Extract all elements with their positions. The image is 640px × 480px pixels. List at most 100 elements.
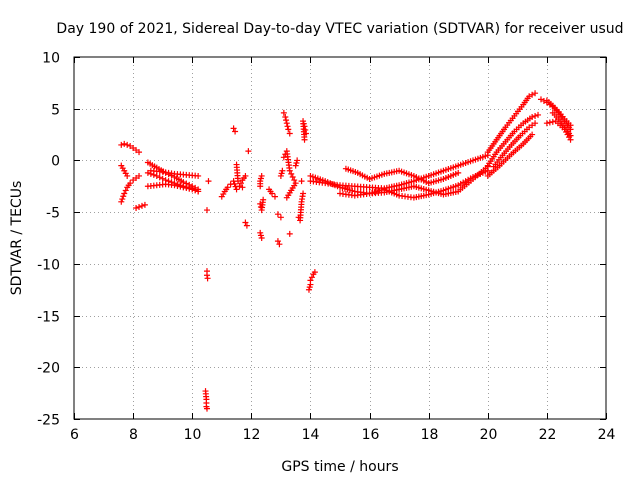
- data-point: [192, 187, 199, 194]
- data-point: [245, 148, 252, 155]
- y-tick-label: -25: [37, 413, 60, 429]
- data-point: [286, 130, 293, 137]
- data-point: [286, 167, 293, 174]
- data-point: [549, 118, 556, 125]
- y-tick-label: 10: [42, 51, 60, 67]
- data-point: [239, 184, 246, 191]
- data-point: [283, 120, 290, 127]
- data-point: [138, 202, 145, 209]
- data-point: [121, 190, 128, 197]
- data-point: [124, 172, 131, 179]
- x-axis-label: GPS time / hours: [281, 459, 398, 475]
- data-point: [298, 178, 305, 185]
- data-point: [122, 187, 129, 194]
- data-point: [288, 170, 295, 177]
- y-tick-label: 5: [51, 103, 60, 119]
- data-point: [258, 235, 265, 241]
- data-points: [118, 90, 574, 412]
- x-tick-label: 6: [70, 427, 79, 443]
- x-tick-label: 18: [421, 427, 439, 443]
- data-point: [118, 198, 125, 205]
- data-point: [159, 175, 166, 182]
- data-point: [283, 117, 290, 124]
- data-point: [308, 274, 315, 281]
- data-point: [455, 169, 462, 176]
- data-point: [118, 141, 125, 148]
- y-axis-label: SDTVAR / TECUs: [9, 181, 25, 296]
- data-point: [274, 211, 281, 218]
- data-point: [271, 193, 278, 200]
- data-point: [232, 128, 239, 135]
- grid-lines: [74, 57, 606, 419]
- data-point: [260, 196, 267, 203]
- data-point: [288, 187, 295, 194]
- data-point: [532, 120, 539, 127]
- data-point: [136, 203, 143, 210]
- data-point: [119, 196, 126, 203]
- data-point: [484, 167, 491, 174]
- data-point: [204, 275, 211, 282]
- x-tick-label: 14: [302, 427, 320, 443]
- data-point: [277, 214, 284, 221]
- data-point: [204, 405, 210, 412]
- data-point: [284, 123, 291, 130]
- data-point: [177, 183, 184, 190]
- data-point: [133, 205, 140, 212]
- data-point: [274, 238, 281, 245]
- data-point: [124, 141, 131, 148]
- data-point: [283, 194, 290, 201]
- data-point: [311, 269, 318, 276]
- data-point: [546, 119, 553, 126]
- x-tick-label: 10: [184, 427, 202, 443]
- data-point: [195, 172, 202, 179]
- x-tick-label: 8: [129, 427, 138, 443]
- data-point: [302, 126, 309, 133]
- data-point: [180, 184, 187, 191]
- data-point: [567, 122, 574, 129]
- data-point: [543, 120, 550, 127]
- axis-ticks: 6 8 10 12 14 16 18 20 22 24 10 5 0 -5 -10 -15 -20 -25: [37, 51, 615, 444]
- y-tick-label: -20: [37, 361, 60, 377]
- data-point: [279, 167, 286, 174]
- data-point: [535, 111, 542, 118]
- data-point: [300, 190, 307, 197]
- data-point: [174, 182, 181, 189]
- data-point: [269, 190, 276, 197]
- data-point: [529, 131, 536, 138]
- data-point: [258, 172, 265, 179]
- data-point: [205, 178, 212, 185]
- data-point: [183, 185, 190, 192]
- data-point: [532, 112, 539, 119]
- data-point: [285, 126, 292, 133]
- data-point: [276, 241, 283, 248]
- plot-area-frame: [73, 56, 607, 420]
- data-point: [204, 207, 210, 214]
- data-point: [282, 113, 289, 120]
- data-point: [224, 184, 231, 191]
- data-point: [230, 125, 237, 132]
- data-point: [307, 277, 314, 284]
- chart-title: Day 190 of 2021, Sidereal Day-to-day VTE…: [56, 21, 623, 37]
- data-point: [189, 186, 196, 193]
- data-point: [291, 177, 298, 184]
- data-point: [280, 109, 287, 116]
- data-point: [301, 123, 308, 130]
- x-tick-label: 20: [480, 427, 498, 443]
- data-point: [121, 140, 128, 147]
- data-point: [289, 173, 296, 180]
- data-point: [156, 174, 163, 181]
- data-point: [136, 172, 143, 179]
- y-tick-label: -15: [37, 310, 60, 326]
- y-tick-label: 0: [51, 154, 60, 170]
- data-point: [127, 180, 134, 187]
- x-tick-label: 22: [539, 427, 557, 443]
- data-point: [235, 178, 242, 185]
- data-point: [136, 149, 143, 156]
- x-tick-label: 12: [243, 427, 261, 443]
- data-point: [529, 113, 536, 120]
- data-point: [303, 130, 310, 137]
- y-tick-label: -10: [37, 258, 60, 274]
- data-point: [567, 136, 574, 143]
- data-point: [233, 186, 240, 193]
